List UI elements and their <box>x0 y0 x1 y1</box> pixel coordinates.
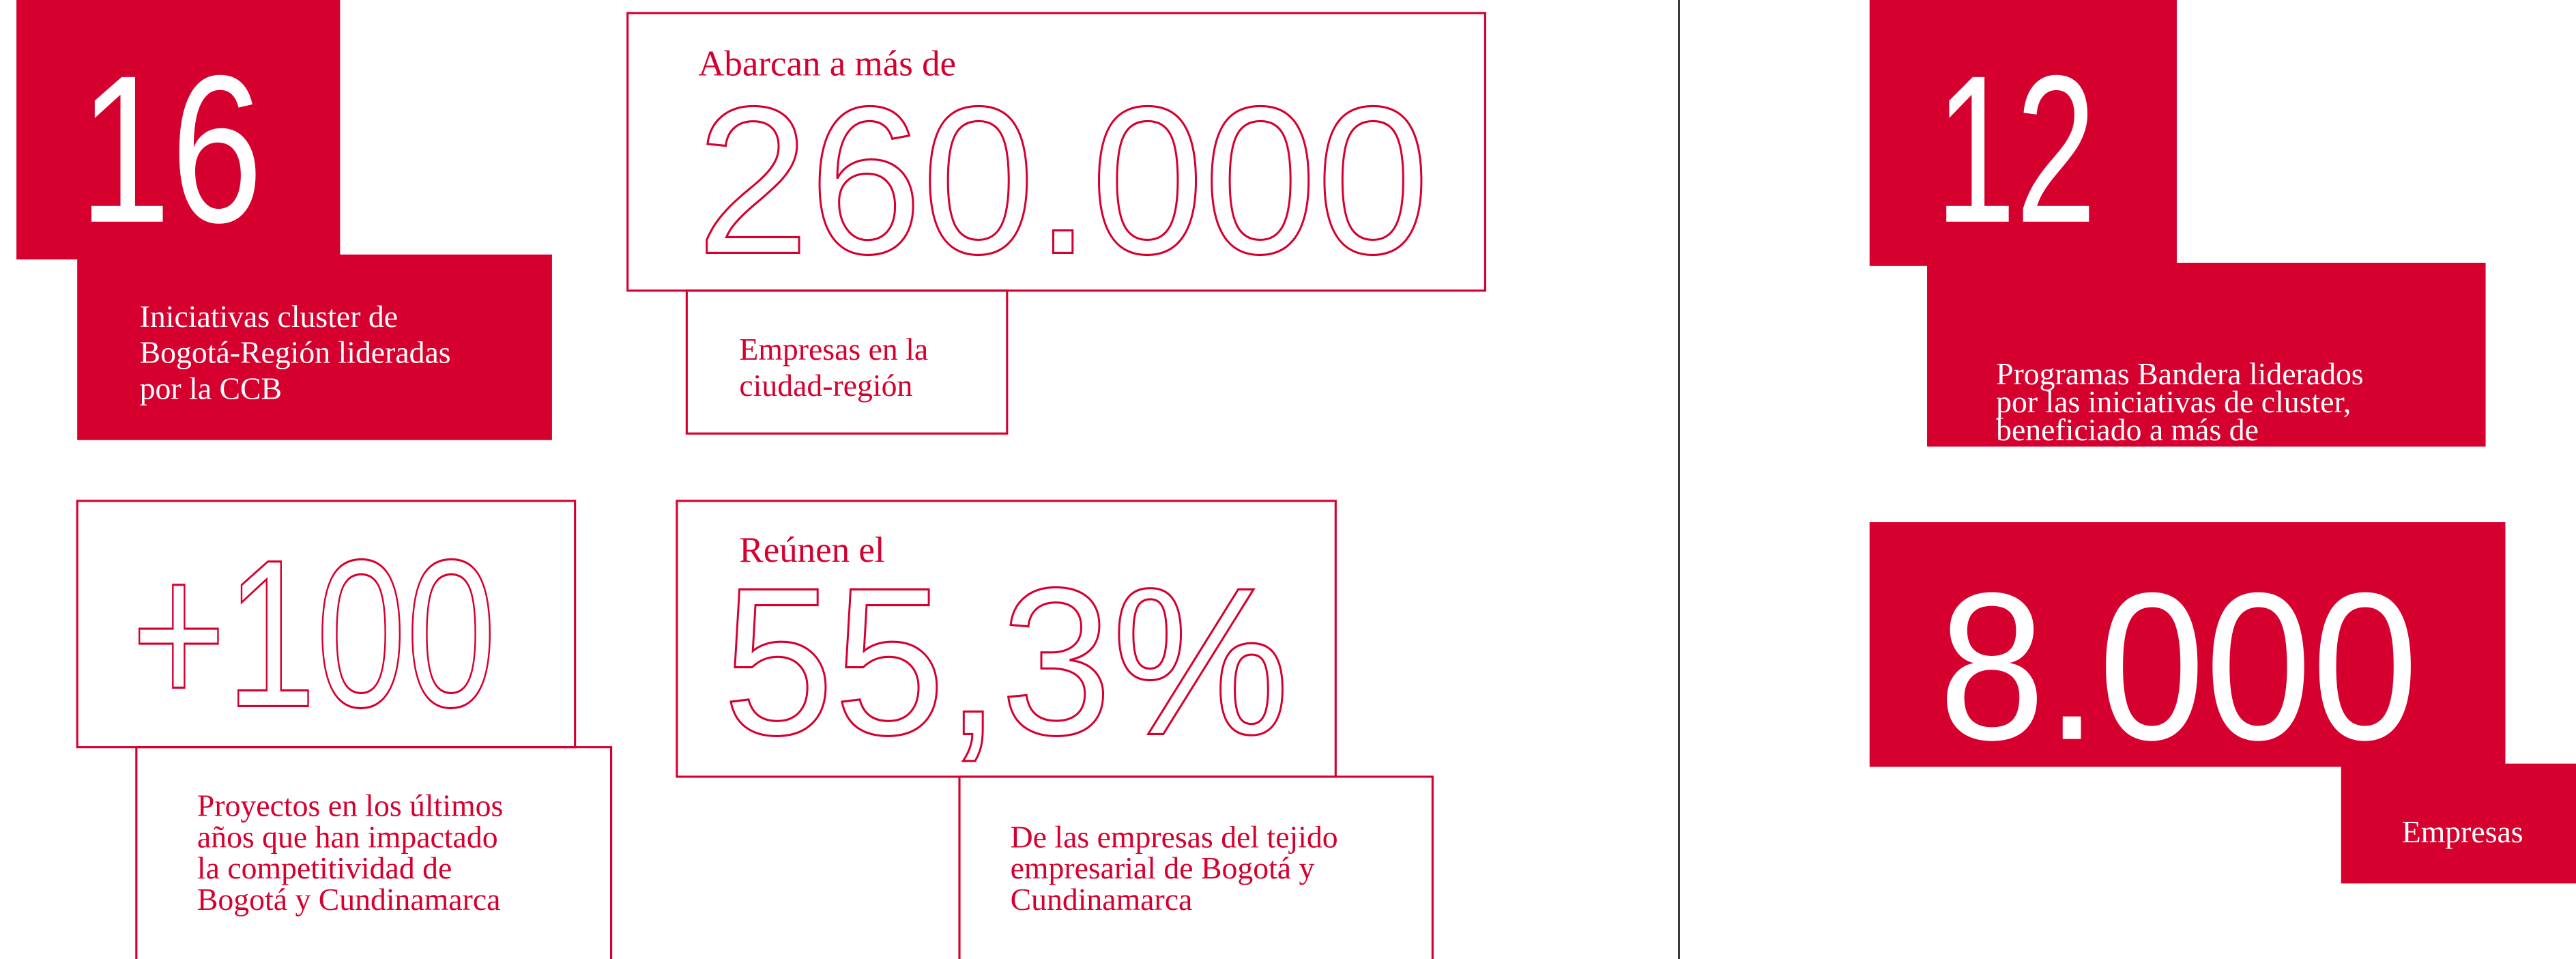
caption-line: empresarial de Bogotá y <box>1011 850 1315 885</box>
stat-number: +100 <box>132 517 496 752</box>
stat-number: 12 <box>1935 32 2096 267</box>
outline-box <box>135 746 613 959</box>
red-block <box>1869 0 2177 266</box>
caption-line: Bogotá y Cundinamarca <box>197 882 501 917</box>
caption-line: la competitividad de <box>197 850 452 885</box>
stat-number: 55,3% <box>723 545 1290 779</box>
red-block <box>16 0 341 260</box>
caption-line: por la CCB <box>140 371 282 406</box>
caption-line: Empresas <box>2402 814 2523 849</box>
outline-box <box>685 289 1009 435</box>
caption-line: De las empresas del tejido <box>1011 819 1338 854</box>
caption-line: Bogotá-Región lideradas <box>140 335 451 370</box>
red-block <box>1927 262 2486 447</box>
caption-line: por las iniciativas de cluster, <box>1996 384 2351 419</box>
lead-text: Reúnen el <box>739 530 884 570</box>
stat-number: 260.000 <box>697 63 1430 298</box>
outline-box <box>958 775 1434 959</box>
outline-box <box>626 12 1486 292</box>
caption-line: Empresas en la <box>739 332 928 367</box>
caption-line: Programas Bandera liderados <box>1996 356 2363 391</box>
red-block <box>77 254 552 440</box>
caption-line: beneficiado a más de <box>1996 412 2259 447</box>
stat-number: 16 <box>79 32 263 267</box>
lead-text: Abarcan a más de <box>698 44 956 84</box>
red-block <box>2341 763 2576 884</box>
caption-line: Cundinamarca <box>1011 882 1193 917</box>
caption-line: Iniciativas cluster de <box>140 299 398 334</box>
red-block <box>1869 522 2506 767</box>
stat-number: 8.000 <box>1939 549 2418 784</box>
caption-line: ciudad-región <box>739 368 912 403</box>
caption-line: años que han impactado <box>197 819 498 854</box>
caption-line: Proyectos en los últimos <box>197 788 503 823</box>
